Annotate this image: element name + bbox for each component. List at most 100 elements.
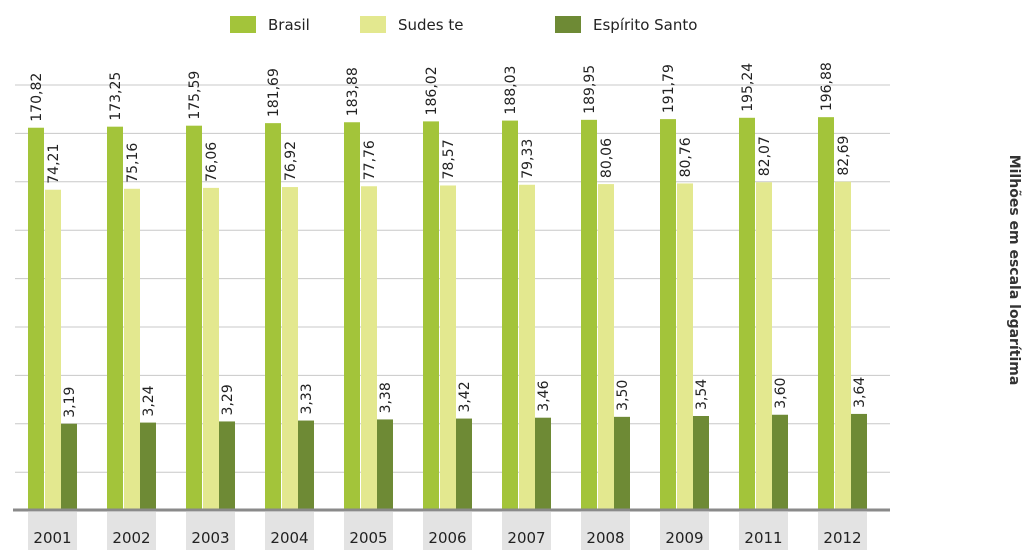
bar-esp-rito-santo — [298, 420, 314, 510]
x-tick-background — [739, 512, 788, 550]
x-tick-label: 2005 — [349, 529, 387, 547]
x-tick-background — [581, 512, 630, 550]
bar-esp-rito-santo — [535, 417, 551, 510]
bar-brasil — [423, 121, 439, 510]
bar-brasil — [660, 119, 676, 510]
bar-brasil — [265, 123, 281, 510]
bar-brasil — [344, 122, 360, 511]
data-label: 173,25 — [108, 72, 124, 121]
data-label: 80,06 — [599, 138, 615, 178]
bar-esp-rito-santo — [61, 423, 77, 510]
data-label: 170,82 — [29, 73, 45, 122]
x-tick-background — [107, 512, 156, 550]
x-tick-label: 2004 — [270, 529, 308, 547]
data-label: 80,76 — [678, 137, 694, 177]
x-tick-background — [265, 512, 314, 550]
data-label: 3,38 — [378, 382, 394, 413]
data-label: 3,24 — [141, 385, 157, 416]
bar-esp-rito-santo — [140, 422, 156, 510]
bar-sudes-te — [677, 183, 693, 510]
data-label: 188,03 — [503, 66, 519, 115]
bar-brasil — [502, 120, 518, 510]
data-label: 82,69 — [836, 136, 852, 176]
bar-brasil — [186, 125, 202, 510]
data-label: 3,33 — [299, 383, 315, 414]
data-label: 76,92 — [283, 141, 299, 181]
data-label: 191,79 — [661, 64, 677, 113]
bar-sudes-te — [598, 184, 614, 510]
x-axis: 2001 2002 2003 2004 2005 2006 2007 2008 2009 2011… — [13, 508, 890, 550]
bar-esp-rito-santo — [772, 414, 788, 510]
x-tick-background — [502, 512, 551, 550]
data-label: 175,59 — [187, 71, 203, 120]
x-tick-label: 2003 — [191, 529, 229, 547]
bar-sudes-te — [124, 188, 140, 510]
y-axis-label: Milhões em escala logarítima — [1006, 155, 1022, 386]
bar-sudes-te — [835, 181, 851, 510]
x-tick-label: 2002 — [112, 529, 150, 547]
data-label: 3,29 — [220, 384, 236, 415]
bar-brasil — [739, 117, 755, 510]
x-tick-background — [660, 512, 709, 550]
data-label: 78,57 — [441, 139, 457, 179]
bar-sudes-te — [45, 189, 61, 510]
data-label: 74,21 — [46, 144, 62, 184]
y-axis-label-group: Milhões em escala logarítima — [1006, 155, 1022, 386]
data-label: 3,50 — [615, 380, 631, 411]
x-tick-background — [423, 512, 472, 550]
data-label: 3,54 — [694, 379, 710, 410]
data-label: 3,42 — [457, 381, 473, 412]
data-label: 186,02 — [424, 66, 440, 115]
x-tick-label: 2012 — [823, 529, 861, 547]
legend: Brasil Sudes te Espírito Santo — [230, 16, 697, 34]
x-tick-label: 2009 — [665, 529, 703, 547]
legend-label: Sudes te — [398, 16, 463, 34]
bar-esp-rito-santo — [377, 419, 393, 510]
legend-swatch — [230, 16, 256, 33]
bar-brasil — [28, 127, 44, 510]
bar-sudes-te — [440, 185, 456, 510]
data-label: 183,88 — [345, 67, 361, 116]
bars — [28, 117, 867, 511]
data-label: 3,60 — [773, 378, 789, 409]
data-label: 3,46 — [536, 380, 552, 411]
x-tick-background — [818, 512, 867, 550]
bar-brasil — [581, 119, 597, 510]
bar-esp-rito-santo — [614, 416, 630, 510]
bar-esp-rito-santo — [219, 421, 235, 510]
data-label: 75,16 — [125, 143, 141, 183]
x-tick-label: 2011 — [744, 529, 782, 547]
x-tick-background — [186, 512, 235, 550]
x-tick-label: 2008 — [586, 529, 624, 547]
bar-sudes-te — [756, 182, 772, 511]
data-labels: 170,82 173,25 175,59 181,69 183,88 186,02 188,… — [29, 62, 868, 418]
data-label: 77,76 — [362, 140, 378, 180]
bar-brasil — [818, 117, 834, 510]
bar-brasil — [107, 126, 123, 511]
legend-swatch — [360, 16, 386, 33]
data-label: 76,06 — [204, 142, 220, 182]
legend-swatch — [555, 16, 581, 33]
bar-sudes-te — [361, 186, 377, 510]
bar-esp-rito-santo — [693, 415, 709, 510]
data-label: 195,24 — [740, 63, 756, 112]
legend-label: Espírito Santo — [593, 16, 697, 34]
data-label: 79,33 — [520, 139, 536, 179]
data-label: 181,69 — [266, 68, 282, 117]
x-tick-label: 2001 — [33, 529, 71, 547]
x-tick-label: 2007 — [507, 529, 545, 547]
data-label: 82,07 — [757, 136, 773, 176]
legend-label: Brasil — [268, 16, 310, 34]
data-label: 196,88 — [819, 62, 835, 111]
data-label: 3,19 — [62, 387, 78, 418]
data-label: 3,64 — [852, 377, 868, 408]
x-tick-label: 2006 — [428, 529, 466, 547]
bar-sudes-te — [203, 187, 219, 511]
x-tick-background — [28, 512, 77, 550]
bar-esp-rito-santo — [456, 418, 472, 510]
x-tick-background — [344, 512, 393, 550]
data-label: 189,95 — [582, 65, 598, 114]
bar-sudes-te — [282, 187, 298, 510]
bar-esp-rito-santo — [851, 413, 867, 510]
